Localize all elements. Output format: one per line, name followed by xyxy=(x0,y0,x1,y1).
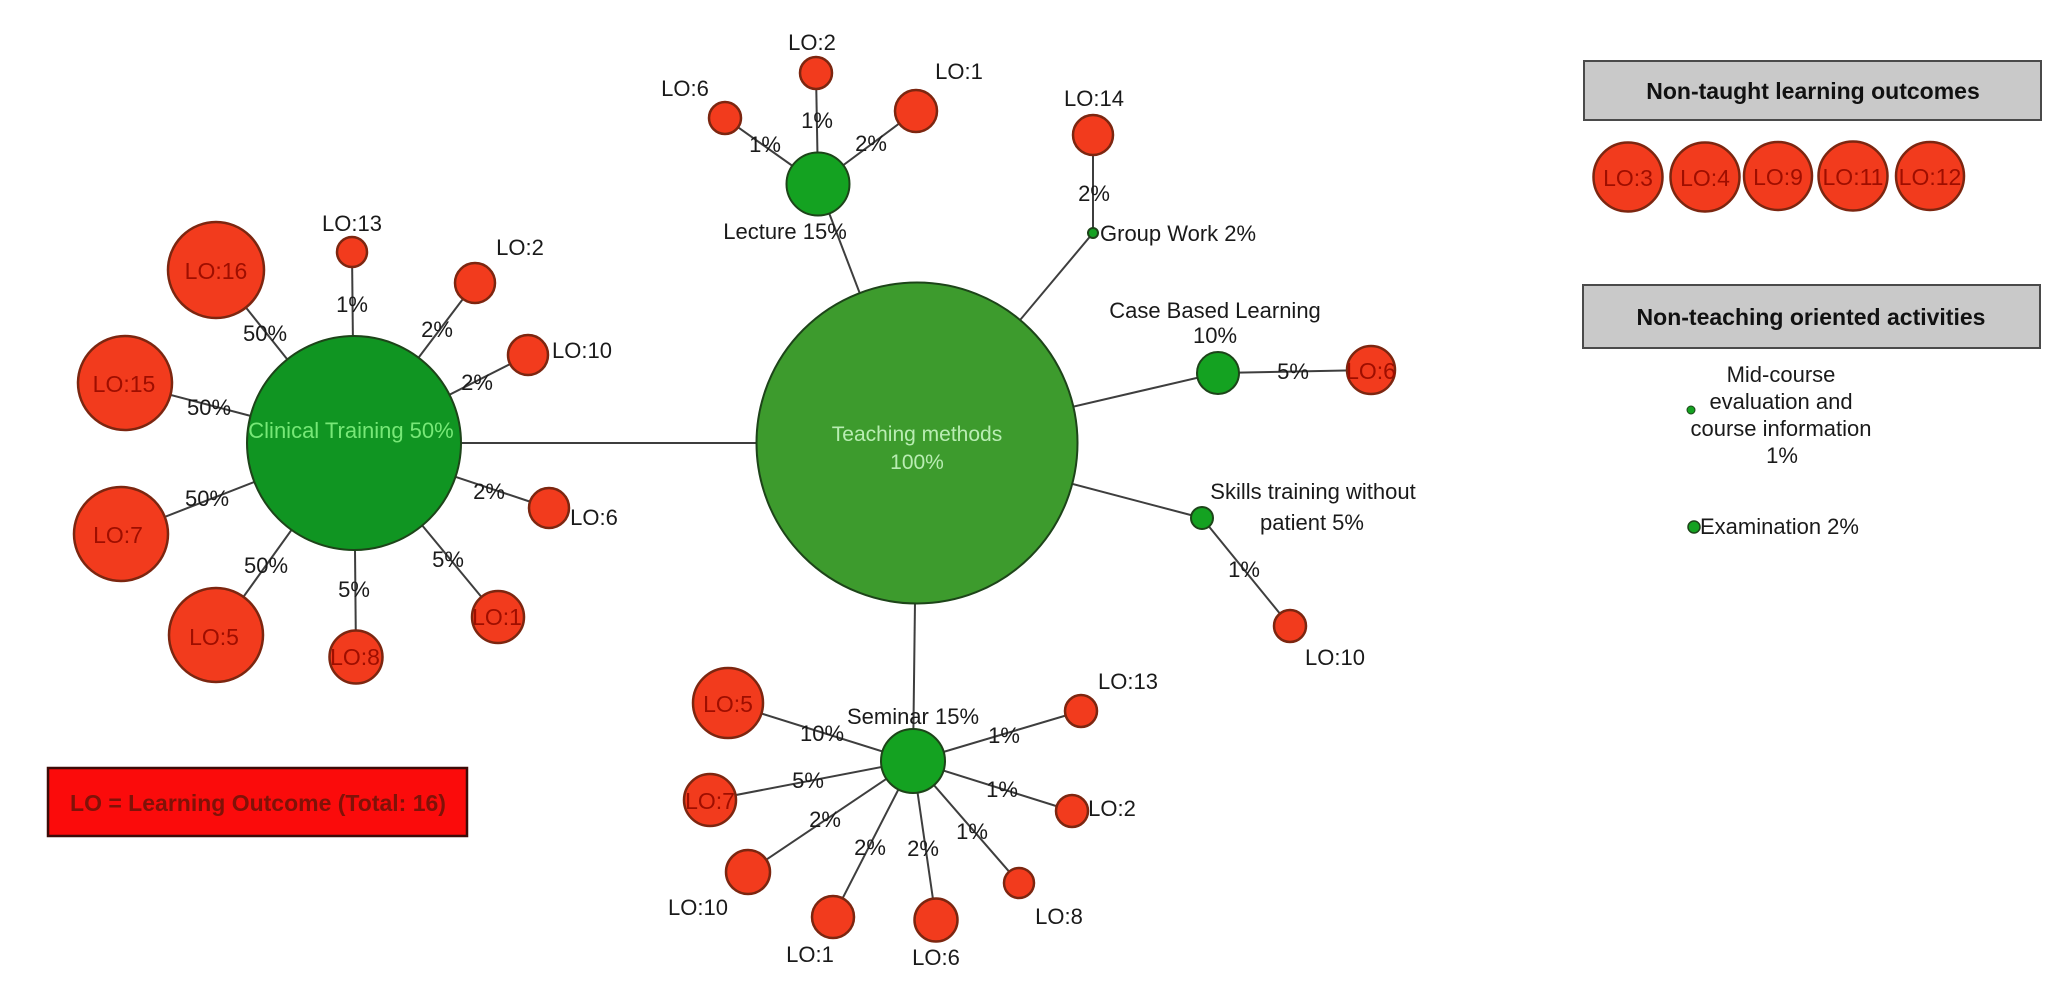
svg-text:1%: 1% xyxy=(749,132,781,157)
svg-text:10%: 10% xyxy=(800,721,844,746)
svg-text:Teaching methods: Teaching methods xyxy=(832,423,1002,446)
svg-text:Non-teaching oriented activiti: Non-teaching oriented activities xyxy=(1637,304,1986,330)
svg-text:LO:16: LO:16 xyxy=(185,258,248,284)
svg-text:LO:2: LO:2 xyxy=(1088,796,1136,821)
svg-text:LO:13: LO:13 xyxy=(322,211,382,236)
svg-text:LO:10: LO:10 xyxy=(1305,645,1365,670)
svg-text:2%: 2% xyxy=(473,479,505,504)
svg-text:2%: 2% xyxy=(809,807,841,832)
svg-text:50%: 50% xyxy=(185,486,229,511)
svg-text:1%: 1% xyxy=(801,108,833,133)
svg-text:50%: 50% xyxy=(187,395,231,420)
svg-text:LO:4: LO:4 xyxy=(1680,165,1730,191)
svg-text:Mid-course: Mid-course xyxy=(1727,362,1836,387)
svg-text:Examination 2%: Examination 2% xyxy=(1700,514,1859,539)
svg-text:LO:6: LO:6 xyxy=(570,505,618,530)
svg-text:LO:14: LO:14 xyxy=(1064,86,1124,111)
svg-text:LO:1: LO:1 xyxy=(935,59,983,84)
svg-text:2%: 2% xyxy=(421,317,453,342)
svg-text:50%: 50% xyxy=(244,553,288,578)
svg-text:LO:2: LO:2 xyxy=(496,235,544,260)
svg-text:2%: 2% xyxy=(461,370,493,395)
svg-text:patient 5%: patient 5% xyxy=(1260,510,1364,535)
svg-text:5%: 5% xyxy=(792,768,824,793)
svg-text:LO:8: LO:8 xyxy=(1035,904,1083,929)
svg-text:2%: 2% xyxy=(1078,181,1110,206)
svg-text:LO:2: LO:2 xyxy=(788,30,836,55)
svg-text:1%: 1% xyxy=(986,777,1018,802)
svg-text:50%: 50% xyxy=(243,321,287,346)
svg-text:LO = Learning Outcome (Total:: LO = Learning Outcome (Total: 16) xyxy=(70,790,446,816)
svg-text:LO:6: LO:6 xyxy=(912,945,960,970)
svg-text:5%: 5% xyxy=(1277,359,1309,384)
svg-text:LO:8: LO:8 xyxy=(330,644,380,670)
svg-text:1%: 1% xyxy=(1766,443,1798,468)
svg-text:Clinical Training 50%: Clinical Training 50% xyxy=(248,418,453,443)
svg-text:5%: 5% xyxy=(432,547,464,572)
svg-text:1%: 1% xyxy=(1228,557,1260,582)
svg-text:LO:10: LO:10 xyxy=(552,338,612,363)
svg-text:2%: 2% xyxy=(907,836,939,861)
svg-text:LO:5: LO:5 xyxy=(189,624,239,650)
svg-text:LO:11: LO:11 xyxy=(1823,164,1884,190)
svg-text:2%: 2% xyxy=(855,131,887,156)
svg-text:Non-taught learning outcomes: Non-taught learning outcomes xyxy=(1646,78,1980,104)
svg-text:LO:15: LO:15 xyxy=(93,371,156,397)
svg-text:LO:7: LO:7 xyxy=(685,788,735,814)
svg-text:LO:7: LO:7 xyxy=(93,522,143,548)
svg-text:2%: 2% xyxy=(854,835,886,860)
svg-text:Seminar 15%: Seminar 15% xyxy=(847,704,979,729)
svg-text:LO:6: LO:6 xyxy=(1346,358,1396,384)
svg-text:LO:1: LO:1 xyxy=(786,942,834,967)
svg-text:Case Based Learning: Case Based Learning xyxy=(1109,298,1321,323)
svg-text:LO:1: LO:1 xyxy=(472,604,522,630)
svg-text:Group Work 2%: Group Work 2% xyxy=(1100,221,1256,246)
svg-text:5%: 5% xyxy=(338,577,370,602)
svg-text:LO:6: LO:6 xyxy=(661,76,709,101)
svg-text:LO:5: LO:5 xyxy=(703,691,753,717)
svg-text:1%: 1% xyxy=(956,819,988,844)
svg-text:Lecture 15%: Lecture 15% xyxy=(723,219,847,244)
svg-text:LO:10: LO:10 xyxy=(668,895,728,920)
svg-text:100%: 100% xyxy=(890,451,944,474)
svg-text:1%: 1% xyxy=(988,723,1020,748)
svg-text:LO:9: LO:9 xyxy=(1753,164,1803,190)
svg-text:LO:3: LO:3 xyxy=(1603,165,1653,191)
svg-text:10%: 10% xyxy=(1193,323,1237,348)
svg-text:evaluation and: evaluation and xyxy=(1709,389,1852,414)
svg-text:course information: course information xyxy=(1691,416,1872,441)
svg-text:LO:12: LO:12 xyxy=(1899,164,1962,190)
svg-text:1%: 1% xyxy=(336,292,368,317)
svg-text:Skills training without: Skills training without xyxy=(1210,479,1415,504)
svg-text:LO:13: LO:13 xyxy=(1098,669,1158,694)
